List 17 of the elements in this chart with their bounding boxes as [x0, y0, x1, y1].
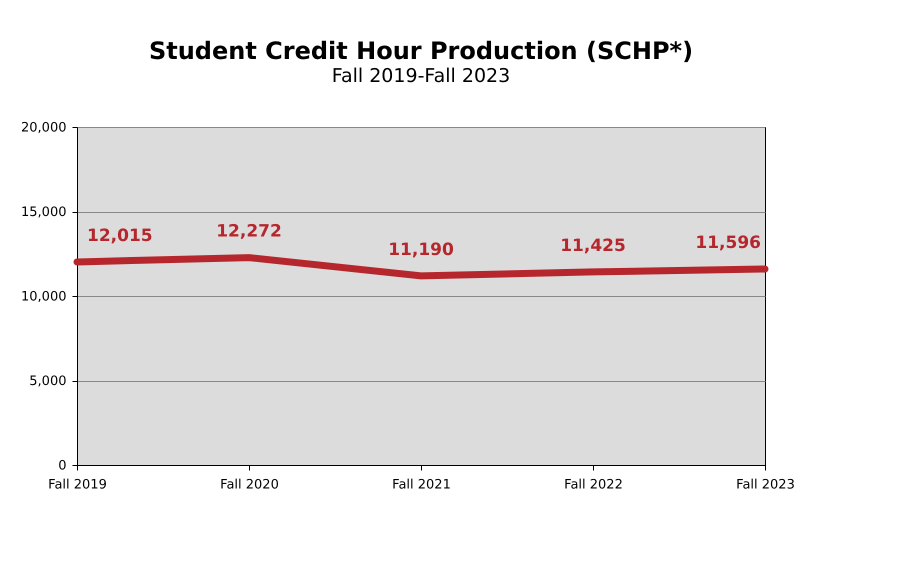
data-label: 12,272 [216, 222, 282, 242]
x-tick-label: Fall 2021 [392, 478, 451, 492]
y-tick-label: 5,000 [29, 374, 66, 389]
data-label: 11,190 [388, 240, 454, 260]
x-tick-label: Fall 2023 [736, 478, 795, 492]
y-tick-label: 10,000 [21, 290, 66, 304]
data-label: 11,425 [560, 236, 626, 256]
data-label: 12,015 [87, 226, 153, 246]
y-tick-label: 20,000 [21, 120, 66, 136]
x-tick-label: Fall 2019 [48, 478, 107, 492]
y-tick-label: 15,000 [21, 205, 66, 220]
chart-title: Student Credit Hour Production (SCHP*) [148, 37, 694, 65]
data-label: 11,596 [695, 233, 761, 254]
y-tick-label: 0 [58, 458, 66, 474]
chart-subtitle: Fall 2019-Fall 2023 [332, 65, 510, 87]
x-tick-label: Fall 2022 [564, 478, 623, 492]
x-tick-label: Fall 2020 [220, 478, 279, 492]
